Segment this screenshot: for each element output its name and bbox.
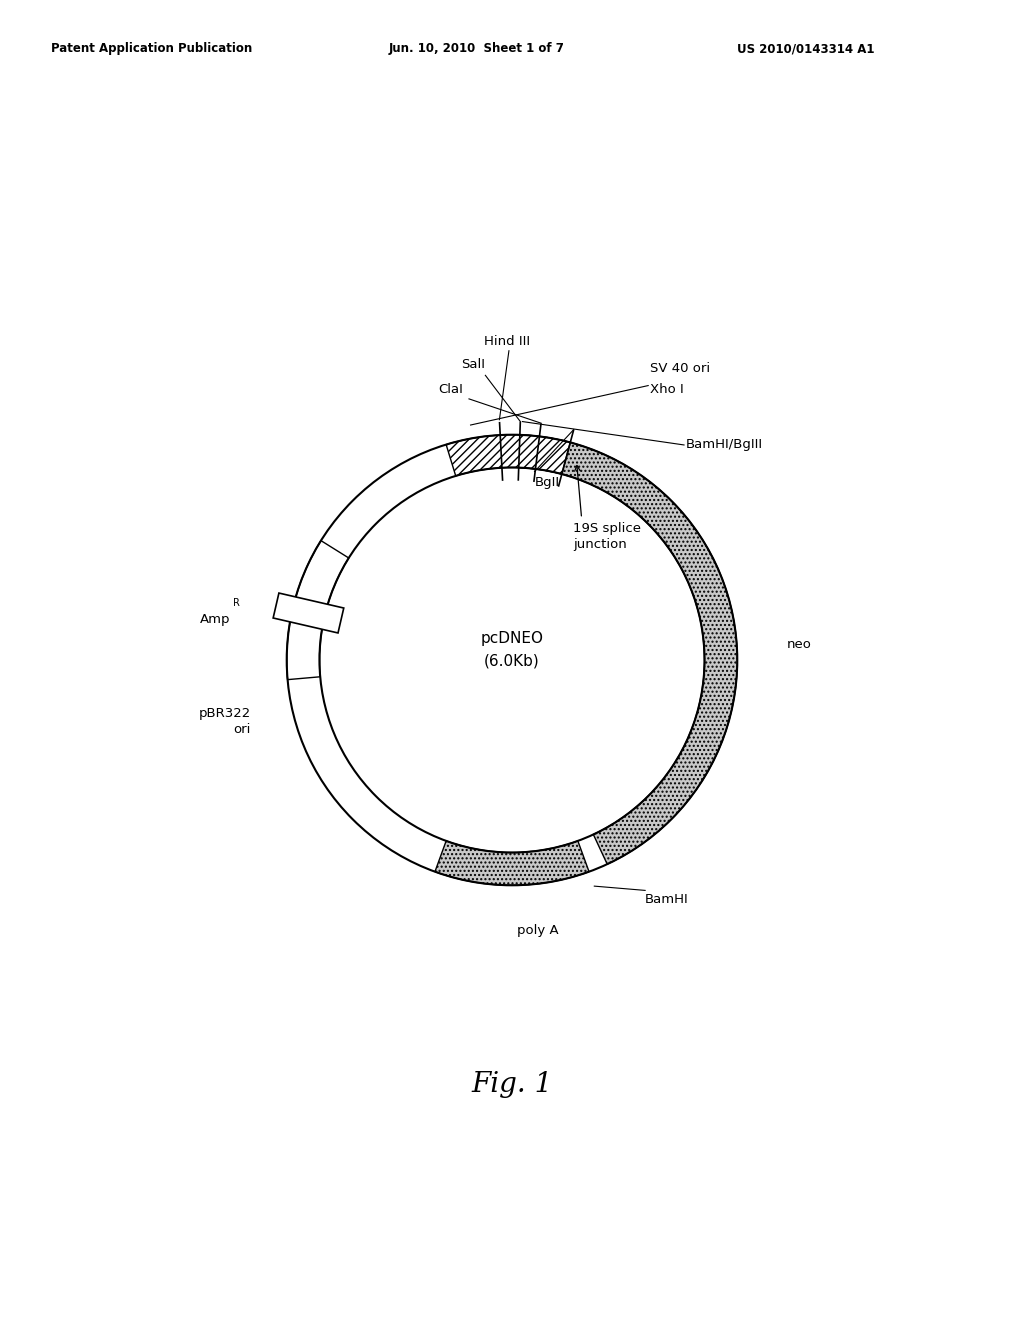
Text: BamHI/BgIII: BamHI/BgIII: [686, 438, 763, 451]
Text: SalI: SalI: [461, 358, 485, 371]
Text: Fig. 1: Fig. 1: [471, 1072, 553, 1098]
Text: BgII: BgII: [535, 475, 560, 488]
Text: pcDNEO
(6.0Kb): pcDNEO (6.0Kb): [480, 631, 544, 668]
Text: Hind III: Hind III: [483, 335, 530, 347]
Text: Patent Application Publication: Patent Application Publication: [51, 42, 253, 55]
Text: ClaI: ClaI: [438, 383, 463, 396]
Text: 19S splice
junction: 19S splice junction: [573, 521, 641, 550]
Text: Xho I: Xho I: [650, 383, 684, 396]
Text: SV 40 ori: SV 40 ori: [650, 362, 711, 375]
Text: Amp: Amp: [200, 612, 230, 626]
Wedge shape: [435, 841, 589, 886]
Text: pBR322
ori: pBR322 ori: [199, 708, 251, 737]
Wedge shape: [287, 541, 349, 680]
Wedge shape: [446, 434, 570, 477]
Text: BamHI: BamHI: [645, 894, 689, 907]
Wedge shape: [519, 434, 737, 865]
Text: Jun. 10, 2010  Sheet 1 of 7: Jun. 10, 2010 Sheet 1 of 7: [389, 42, 565, 55]
Text: R: R: [233, 598, 241, 607]
Text: US 2010/0143314 A1: US 2010/0143314 A1: [737, 42, 874, 55]
Wedge shape: [287, 434, 737, 886]
Text: neo: neo: [786, 638, 811, 651]
Bar: [273, 593, 344, 634]
Text: poly A: poly A: [517, 924, 558, 937]
